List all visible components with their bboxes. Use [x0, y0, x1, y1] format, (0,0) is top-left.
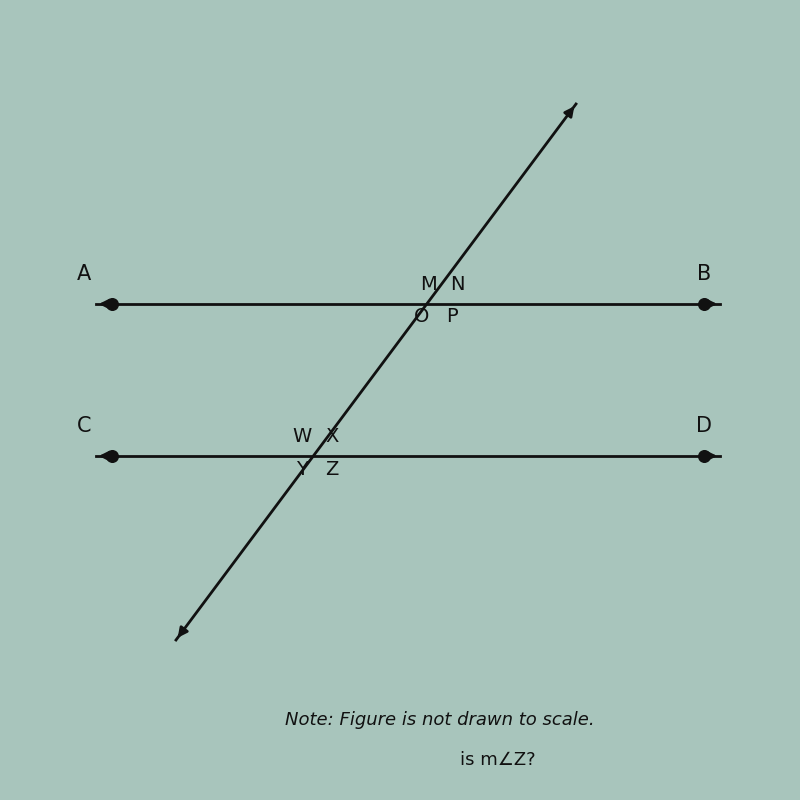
Text: is m∠Z?: is m∠Z?	[345, 751, 535, 769]
Text: N: N	[450, 274, 465, 294]
Text: M: M	[420, 274, 436, 294]
Text: Z: Z	[326, 460, 338, 479]
Text: O: O	[414, 307, 430, 326]
Point	[698, 298, 710, 310]
Text: W: W	[293, 426, 312, 446]
Point	[698, 450, 710, 462]
Text: C: C	[77, 416, 91, 436]
Text: D: D	[696, 416, 712, 436]
Text: X: X	[326, 426, 338, 446]
Point	[106, 298, 118, 310]
Text: B: B	[697, 264, 711, 284]
Text: A: A	[77, 264, 91, 284]
Text: Note: Figure is not drawn to scale.: Note: Figure is not drawn to scale.	[285, 711, 595, 729]
Text: Y: Y	[297, 460, 308, 479]
Text: P: P	[446, 307, 458, 326]
Point	[106, 450, 118, 462]
